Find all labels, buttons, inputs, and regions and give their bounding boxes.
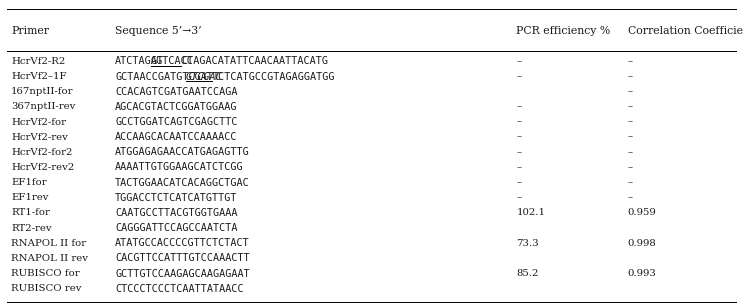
Text: –: – xyxy=(516,57,522,66)
Text: TCTCATGCCGTAGAGGATGG: TCTCATGCCGTAGAGGATGG xyxy=(212,72,335,82)
Text: 0.998: 0.998 xyxy=(628,239,657,248)
Text: 0.993: 0.993 xyxy=(628,269,657,278)
Text: GCCTGGATCAGTCGAGCTTC: GCCTGGATCAGTCGAGCTTC xyxy=(115,117,238,127)
Text: TGGACCTCTCATCATGTTGT: TGGACCTCTCATCATGTTGT xyxy=(115,193,238,203)
Text: –: – xyxy=(516,72,522,81)
Text: RUBISCO for: RUBISCO for xyxy=(11,269,80,278)
Text: –: – xyxy=(628,57,633,66)
Text: –: – xyxy=(628,102,633,111)
Text: RNAPOL II for: RNAPOL II for xyxy=(11,239,86,248)
Text: Sequence 5’→3’: Sequence 5’→3’ xyxy=(115,26,202,36)
Text: 73.3: 73.3 xyxy=(516,239,539,248)
Text: HcrVf2-for: HcrVf2-for xyxy=(11,118,66,126)
Text: Primer: Primer xyxy=(11,26,49,36)
Text: –: – xyxy=(628,178,633,187)
Text: –: – xyxy=(628,133,633,142)
Text: GTCGAC: GTCGAC xyxy=(186,72,223,82)
Text: EF1for: EF1for xyxy=(11,178,47,187)
Text: RT2-rev: RT2-rev xyxy=(11,223,52,233)
Text: 0.959: 0.959 xyxy=(628,208,657,217)
Text: AAAATTGTGGAAGCATCTCGG: AAAATTGTGGAAGCATCTCGG xyxy=(115,162,244,173)
Text: –: – xyxy=(516,163,522,172)
Text: Correlation Coefficient: Correlation Coefficient xyxy=(628,26,743,36)
Text: GGTCACC: GGTCACC xyxy=(151,56,193,66)
Text: –: – xyxy=(516,133,522,142)
Text: ACCAAGCACAATCCAAAACC: ACCAAGCACAATCCAAAACC xyxy=(115,132,238,142)
Text: –: – xyxy=(628,148,633,157)
Text: ATATGCCACCCCGTTCTCTACT: ATATGCCACCCCGTTCTCTACT xyxy=(115,238,250,248)
Text: –: – xyxy=(516,118,522,126)
Text: EF1rev: EF1rev xyxy=(11,193,48,202)
Text: –: – xyxy=(628,193,633,202)
Text: –: – xyxy=(516,148,522,157)
Text: 85.2: 85.2 xyxy=(516,269,539,278)
Text: HcrVf2-for2: HcrVf2-for2 xyxy=(11,148,73,157)
Text: PCR efficiency %: PCR efficiency % xyxy=(516,26,611,36)
Text: 167nptII-for: 167nptII-for xyxy=(11,87,74,96)
Text: AGCACGTACTCGGATGGAAG: AGCACGTACTCGGATGGAAG xyxy=(115,102,238,112)
Text: RNAPOL II rev: RNAPOL II rev xyxy=(11,254,88,263)
Text: –: – xyxy=(628,163,633,172)
Text: HcrVf2–1F: HcrVf2–1F xyxy=(11,72,67,81)
Text: CAATGCCTTACGTGGTGAAA: CAATGCCTTACGTGGTGAAA xyxy=(115,208,238,218)
Text: CCACAGTCGATGAATCCAGA: CCACAGTCGATGAATCCAGA xyxy=(115,87,238,97)
Text: –: – xyxy=(628,72,633,81)
Text: 367nptII-rev: 367nptII-rev xyxy=(11,102,76,111)
Text: RUBISCO rev: RUBISCO rev xyxy=(11,284,82,293)
Text: –: – xyxy=(628,87,633,96)
Text: –: – xyxy=(516,193,522,202)
Text: GCTTGTCCAAGAGCAAGAGAAT: GCTTGTCCAAGAGCAAGAGAAT xyxy=(115,269,250,278)
Text: RT1-for: RT1-for xyxy=(11,208,50,217)
Text: CTAGACATATTCAACAATTACATG: CTAGACATATTCAACAATTACATG xyxy=(181,56,328,66)
Text: CTCCCTCCCTCAATTATAACC: CTCCCTCCCTCAATTATAACC xyxy=(115,284,244,294)
Text: TACTGGAACATCACAGGCTGAC: TACTGGAACATCACAGGCTGAC xyxy=(115,178,250,188)
Text: HcrVf2-rev2: HcrVf2-rev2 xyxy=(11,163,74,172)
Text: 102.1: 102.1 xyxy=(516,208,545,217)
Text: HcrVf2-R2: HcrVf2-R2 xyxy=(11,57,65,66)
Text: CAGGGATTCCAGCCAATCTA: CAGGGATTCCAGCCAATCTA xyxy=(115,223,238,233)
Text: ATCTAGAT: ATCTAGAT xyxy=(115,56,164,66)
Text: –: – xyxy=(516,102,522,111)
Text: –: – xyxy=(628,118,633,126)
Text: GCTAACCGATGTCGAT: GCTAACCGATGTCGAT xyxy=(115,72,213,82)
Text: ATGGAGAGAACCATGAGAGTTG: ATGGAGAGAACCATGAGAGTTG xyxy=(115,147,250,157)
Text: –: – xyxy=(516,178,522,187)
Text: CACGTTCCATTTGTCCAAACTT: CACGTTCCATTTGTCCAAACTT xyxy=(115,254,250,263)
Text: HcrVf2-rev: HcrVf2-rev xyxy=(11,133,68,142)
